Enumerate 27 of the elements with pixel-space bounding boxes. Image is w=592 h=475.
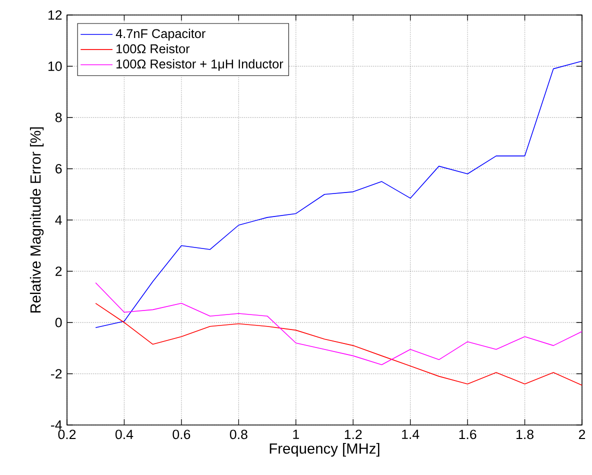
y-tick-label: 2 xyxy=(56,266,62,276)
x-tick-label: 1.4 xyxy=(402,430,420,439)
x-tick-label: 1.8 xyxy=(516,430,534,440)
x-tick-label: 2 xyxy=(578,430,586,440)
x-tick-label: 0.2 xyxy=(58,430,76,440)
y-axis-title: Relative Magnitude Error [%] xyxy=(30,127,44,313)
x-tick-label: 0.4 xyxy=(115,430,134,440)
y-tick-label: 12 xyxy=(48,10,62,20)
line-series xyxy=(95,302,582,386)
x-axis-title: Frequency [MHz] xyxy=(270,442,380,457)
y-tick-label: -4 xyxy=(51,420,62,430)
x-tick-label: 0.8 xyxy=(230,430,248,440)
y-tick-label: -2 xyxy=(51,369,62,378)
y-tick-label: 0 xyxy=(55,318,62,328)
legend-label: 100Ω Reistor xyxy=(116,44,190,54)
y-tick-label: 6 xyxy=(56,164,62,174)
line-series xyxy=(95,60,582,328)
x-tick-label: 0.6 xyxy=(172,430,190,440)
y-tick-label: 4 xyxy=(55,215,62,225)
y-tick-label: 8 xyxy=(55,112,62,122)
legend-label: 100Ω Resistor + 1μH Inductor xyxy=(116,59,284,71)
line-series xyxy=(95,282,582,366)
y-tick-label: 10 xyxy=(48,62,62,71)
x-tick-label: 1.2 xyxy=(344,430,362,440)
x-tick-label: 1 xyxy=(293,430,299,439)
legend-label: 4.7nF Capacitor xyxy=(116,28,206,41)
x-tick-label: 1.6 xyxy=(459,430,476,440)
